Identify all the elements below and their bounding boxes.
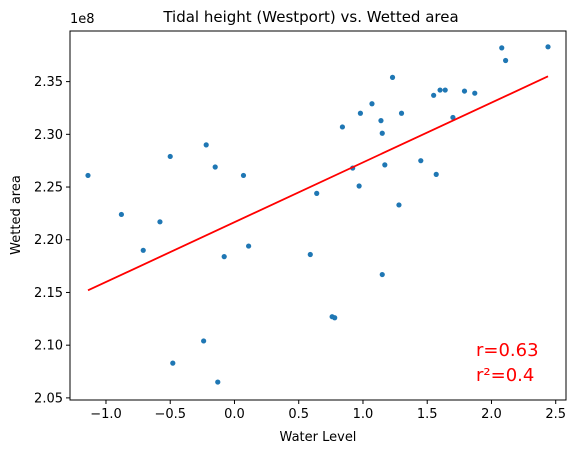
data-point: [212, 164, 218, 170]
data-point: [472, 90, 478, 96]
data-point: [157, 219, 163, 225]
x-tick-label: 0.5: [288, 407, 309, 422]
x-tick-label: 2.0: [481, 407, 502, 422]
data-point: [307, 251, 313, 258]
data-point: [461, 88, 468, 94]
data-point: [503, 57, 509, 64]
x-tick-label: −1.0: [90, 407, 122, 422]
data-point: [431, 92, 437, 98]
data-point: [118, 211, 124, 218]
data-point: [382, 162, 388, 168]
annotation-r2: r²=0.4: [476, 365, 534, 386]
y-tick-label: 2.05: [34, 391, 63, 406]
data-point: [85, 172, 91, 179]
data-point: [418, 158, 424, 164]
data-point: [332, 315, 338, 321]
data-point: [398, 110, 405, 116]
x-tick-label: −0.5: [154, 407, 186, 422]
data-point: [170, 360, 176, 366]
data-point: [140, 247, 146, 253]
data-point: [450, 114, 456, 121]
y-axis-label: Wetted area: [9, 175, 24, 255]
data-point: [203, 142, 209, 148]
data-point: [201, 338, 207, 344]
data-point: [379, 130, 385, 136]
data-point: [314, 190, 320, 196]
data-point: [215, 379, 221, 385]
data-point: [221, 254, 227, 260]
x-tick-label: 2.5: [545, 407, 566, 422]
data-point: [389, 74, 396, 80]
x-tick-label: 1.0: [353, 407, 374, 422]
annotation-r: r=0.63: [476, 340, 539, 361]
data-point: [357, 110, 364, 116]
y-tick-label: 2.20: [34, 233, 63, 248]
x-tick-label: 0.0: [224, 407, 245, 422]
data-point: [545, 44, 551, 50]
data-point: [356, 183, 362, 189]
fit-line: [87, 75, 549, 292]
y-tick-label: 2.30: [34, 128, 63, 143]
data-point: [442, 87, 448, 93]
y-offset-label: 1e8: [70, 12, 95, 27]
data-point: [379, 271, 385, 278]
chart-title: Tidal height (Westport) vs. Wetted area: [162, 8, 458, 26]
x-axis-label: Water Level: [280, 430, 357, 445]
axes-frame: [69, 30, 567, 401]
data-point: [378, 118, 384, 124]
y-tick-label: 2.15: [34, 286, 63, 301]
data-point: [339, 124, 346, 130]
plot-area: −1.0 −0.5 0.0 0.5 1.0 1.5 2.0 2.5 2.05 2.10 2.15 2.…: [34, 30, 567, 422]
data-point: [433, 171, 439, 177]
x-tick-label: 1.5: [417, 407, 438, 422]
data-point: [167, 153, 173, 160]
data-point: [396, 202, 402, 208]
y-tick-label: 2.10: [34, 339, 63, 354]
data-point: [437, 87, 443, 93]
data-point: [240, 172, 247, 179]
data-point: [246, 243, 252, 249]
data-point: [369, 101, 375, 107]
y-tick-label: 2.35: [34, 75, 63, 90]
data-point: [499, 45, 505, 51]
y-tick-label: 2.25: [34, 181, 63, 196]
